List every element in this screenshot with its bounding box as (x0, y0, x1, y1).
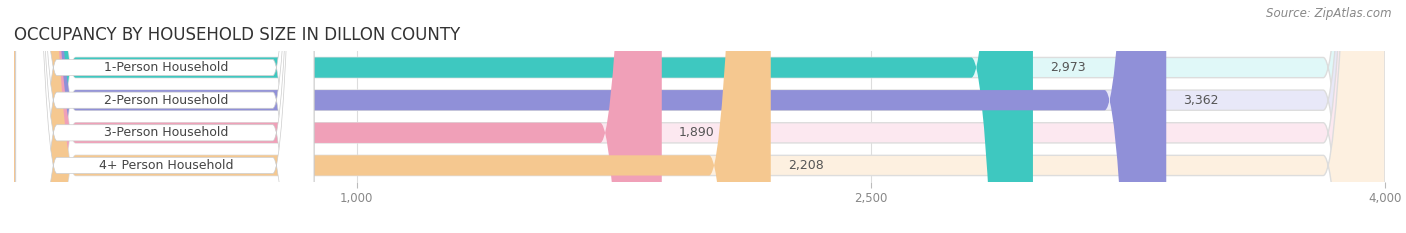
Text: 2,208: 2,208 (787, 159, 824, 172)
Text: 3-Person Household: 3-Person Household (104, 126, 229, 139)
Text: 4+ Person Household: 4+ Person Household (100, 159, 233, 172)
Text: Source: ZipAtlas.com: Source: ZipAtlas.com (1267, 7, 1392, 20)
FancyBboxPatch shape (14, 0, 1385, 233)
FancyBboxPatch shape (15, 0, 314, 233)
FancyBboxPatch shape (15, 0, 314, 233)
FancyBboxPatch shape (15, 0, 314, 233)
Text: 2-Person Household: 2-Person Household (104, 94, 229, 107)
Text: 1,890: 1,890 (679, 126, 714, 139)
FancyBboxPatch shape (14, 0, 1385, 233)
FancyBboxPatch shape (14, 0, 662, 233)
FancyBboxPatch shape (14, 0, 1033, 233)
FancyBboxPatch shape (14, 0, 1385, 233)
FancyBboxPatch shape (14, 0, 770, 233)
Text: 1-Person Household: 1-Person Household (104, 61, 229, 74)
Text: OCCUPANCY BY HOUSEHOLD SIZE IN DILLON COUNTY: OCCUPANCY BY HOUSEHOLD SIZE IN DILLON CO… (14, 26, 460, 44)
Text: 2,973: 2,973 (1050, 61, 1085, 74)
FancyBboxPatch shape (15, 0, 314, 233)
Text: 3,362: 3,362 (1184, 94, 1219, 107)
FancyBboxPatch shape (14, 0, 1166, 233)
FancyBboxPatch shape (14, 0, 1385, 233)
